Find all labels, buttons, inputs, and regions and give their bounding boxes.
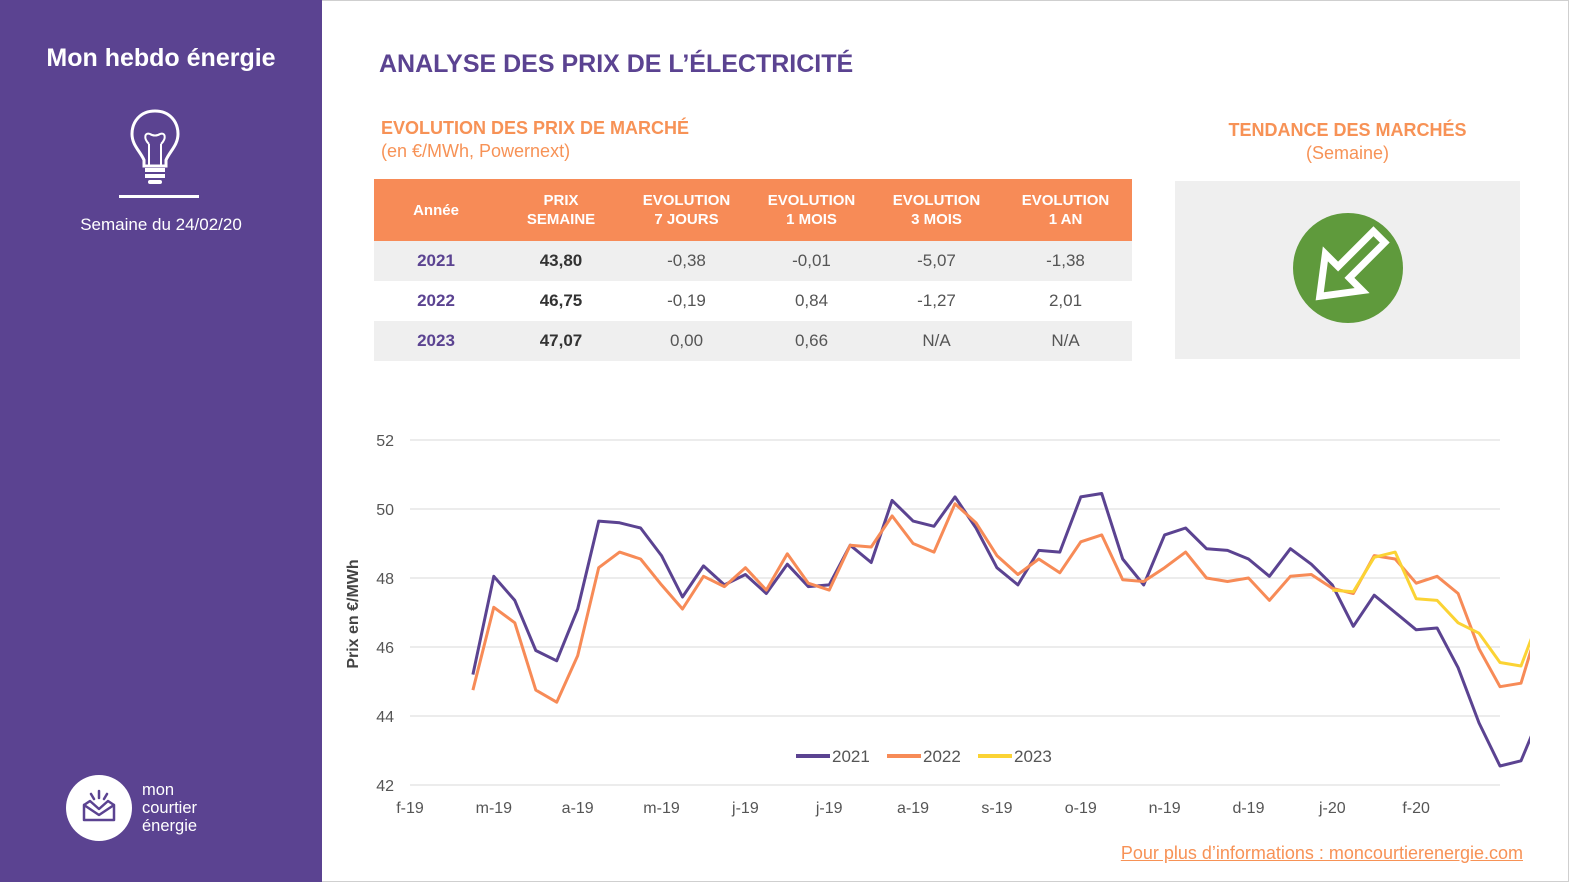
x-tick-label: f-20	[1402, 800, 1430, 817]
series-line-2022	[471, 502, 1530, 704]
price-line-chart: 42 44 46 48 50 52 f-19 m-19 a-19 m-19 j-19 j-19 a-1…	[345, 433, 1530, 817]
table-header-row: Année PRIX SEMAINE EVOLUTION 7 JOURS EVOLU…	[374, 179, 1132, 241]
cell-price: 46,75	[498, 281, 624, 321]
legend-label: 2021	[832, 747, 870, 766]
logo-line: courtier	[142, 799, 198, 817]
cell-evo-1y: N/A	[999, 321, 1132, 361]
market-section-title: EVOLUTION DES PRIX DE MARCHÉ	[381, 118, 690, 138]
sidebar: Mon hebdo énergie Semaine du 24/02/20 mo…	[0, 0, 322, 882]
cell-evo-3m: -5,07	[874, 241, 999, 281]
chart-series	[471, 492, 1530, 768]
sidebar-divider	[119, 195, 199, 198]
x-tick-label: j-19	[815, 800, 843, 817]
series-line-2023	[1332, 550, 1530, 668]
cell-evo-7d: 0,00	[624, 321, 749, 361]
cell-year: 2023	[374, 321, 498, 361]
x-tick-label: m-19	[643, 800, 680, 817]
sidebar-title: Mon hebdo énergie	[46, 44, 276, 72]
brand-logo-text: mon courtier énergie	[142, 781, 197, 835]
cell-evo-7d: -0,19	[624, 281, 749, 321]
col-header-1m: EVOLUTION 1 MOIS	[749, 179, 874, 241]
page-title: ANALYSE DES PRIX DE L’ÉLECTRICITÉ	[379, 50, 854, 78]
info-link[interactable]: Pour plus d’informations : moncourtieren…	[1120, 843, 1523, 863]
col-header-7d: EVOLUTION 7 JOURS	[624, 179, 749, 241]
y-tick-label: 44	[376, 709, 394, 726]
series-line-2021	[471, 492, 1530, 768]
y-axis-label: Prix en €/MWh	[345, 559, 362, 668]
legend-label: 2023	[1014, 747, 1052, 766]
x-tick-label: j-19	[731, 800, 759, 817]
lightbulb-icon	[130, 109, 180, 184]
cell-evo-3m: N/A	[874, 321, 999, 361]
cell-year: 2022	[374, 281, 498, 321]
chart-legend: 2021 2022 2023	[796, 747, 1052, 766]
brand-logo	[66, 775, 132, 841]
y-tick-label: 46	[376, 640, 394, 657]
cell-evo-1m: 0,66	[749, 321, 874, 361]
x-tick-label: f-19	[396, 800, 424, 817]
x-tick-label: s-19	[981, 800, 1012, 817]
table-row: 2021 43,80 -0,38 -0,01 -5,07 -1,38	[374, 241, 1132, 281]
x-tick-label: d-19	[1232, 800, 1264, 817]
col-header-1y: EVOLUTION 1 AN	[999, 179, 1132, 241]
trend-title: TENDANCE DES MARCHÉS	[1228, 120, 1467, 140]
cell-evo-1m: 0,84	[749, 281, 874, 321]
col-header-price: PRIX SEMAINE	[498, 179, 624, 241]
down-right-arrow-icon	[1293, 213, 1403, 323]
trend-panel	[1175, 181, 1520, 359]
envelope-crown-icon	[82, 789, 116, 822]
y-tick-label: 48	[376, 571, 394, 588]
x-tick-label: a-19	[897, 800, 929, 817]
y-tick-label: 52	[376, 433, 394, 450]
logo-line: énergie	[142, 817, 198, 835]
cell-evo-1y: -1,38	[999, 241, 1132, 281]
x-tick-label: o-19	[1065, 800, 1097, 817]
table-row: 2022 46,75 -0,19 0,84 -1,27 2,01	[374, 281, 1132, 321]
cell-evo-3m: -1,27	[874, 281, 999, 321]
y-tick-label: 42	[376, 778, 394, 795]
market-section-subtitle: (en €/MWh, Powernext)	[381, 141, 571, 161]
week-label: Semaine du 24/02/20	[80, 215, 242, 234]
table-row: 2023 47,07 0,00 0,66 N/A N/A	[374, 321, 1132, 361]
cell-price: 43,80	[498, 241, 624, 281]
x-tick-label: n-19	[1149, 800, 1181, 817]
y-tick-label: 50	[376, 502, 394, 519]
x-tick-label: m-19	[476, 800, 513, 817]
chart-grid	[410, 439, 1500, 786]
legend-label: 2022	[923, 747, 961, 766]
price-table: Année PRIX SEMAINE EVOLUTION 7 JOURS EVOLU…	[374, 179, 1132, 361]
logo-line: mon	[142, 781, 175, 799]
x-axis-ticks: f-19 m-19 a-19 m-19 j-19 j-19 a-19 s-19 o-19 n-19…	[396, 800, 1430, 817]
x-tick-label: a-19	[562, 800, 594, 817]
cell-evo-1m: -0,01	[749, 241, 874, 281]
col-header-year: Année	[374, 179, 498, 241]
cell-price: 47,07	[498, 321, 624, 361]
cell-evo-1y: 2,01	[999, 281, 1132, 321]
cell-year: 2021	[374, 241, 498, 281]
y-axis-ticks: 42 44 46 48 50 52	[376, 433, 394, 795]
trend-subtitle: (Semaine)	[1305, 143, 1390, 163]
x-tick-label: j-20	[1318, 800, 1346, 817]
col-header-3m: EVOLUTION 3 MOIS	[874, 179, 999, 241]
cell-evo-7d: -0,38	[624, 241, 749, 281]
